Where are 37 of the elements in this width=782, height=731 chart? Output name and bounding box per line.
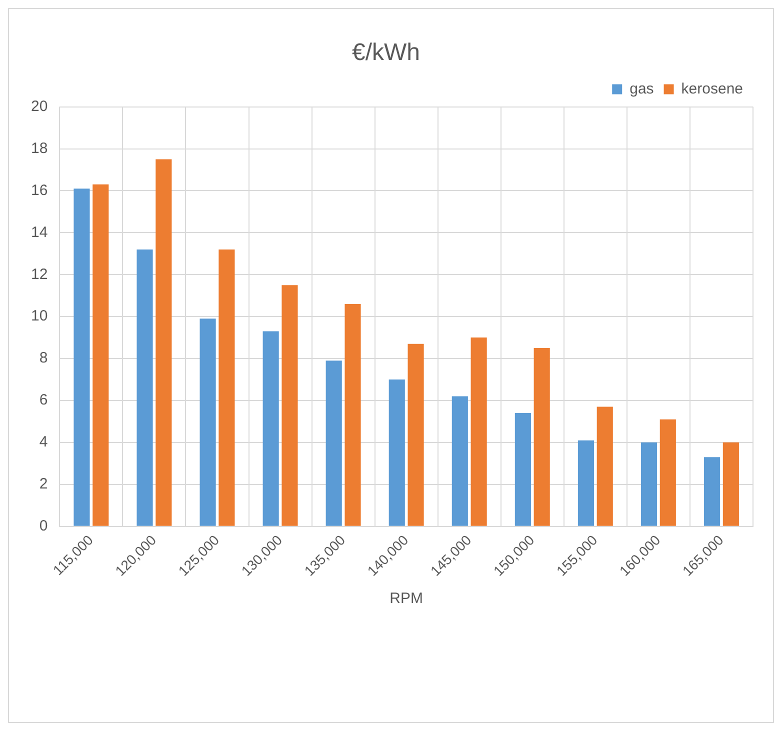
y-tick-label: 16 [30, 182, 48, 199]
bar [534, 348, 550, 526]
x-axis-title: RPM [390, 590, 424, 608]
bar [74, 188, 90, 526]
bar [514, 413, 531, 526]
bar [156, 159, 172, 526]
bar [722, 442, 739, 526]
bar [282, 285, 298, 526]
bar [218, 249, 235, 526]
bar [408, 344, 424, 526]
bar [326, 360, 342, 526]
bar [640, 442, 658, 526]
y-tick-label: 20 [30, 98, 48, 115]
bar [388, 380, 405, 526]
bar [262, 331, 279, 526]
y-tick-label: 0 [39, 517, 48, 534]
legend-label: gas [630, 80, 654, 98]
y-tick-label: 2 [39, 476, 48, 493]
y-tick-label: 18 [30, 140, 48, 157]
y-tick-label: 14 [30, 224, 48, 241]
y-tick-label: 10 [30, 308, 48, 325]
bar [470, 338, 487, 526]
bar [136, 249, 153, 526]
y-tick-label: 6 [39, 392, 48, 409]
bar [452, 396, 468, 526]
bar [578, 440, 594, 526]
bar [344, 304, 361, 526]
bar [200, 318, 216, 526]
y-tick-label: 8 [39, 350, 48, 367]
y-tick-label: 12 [30, 266, 48, 283]
bar [704, 457, 720, 526]
chart-title: €/kWh [352, 39, 420, 66]
y-tick-label: 4 [39, 434, 48, 451]
bar [596, 406, 613, 526]
bar [92, 184, 109, 526]
legend-label: kerosene [681, 80, 744, 98]
bar [660, 419, 676, 526]
